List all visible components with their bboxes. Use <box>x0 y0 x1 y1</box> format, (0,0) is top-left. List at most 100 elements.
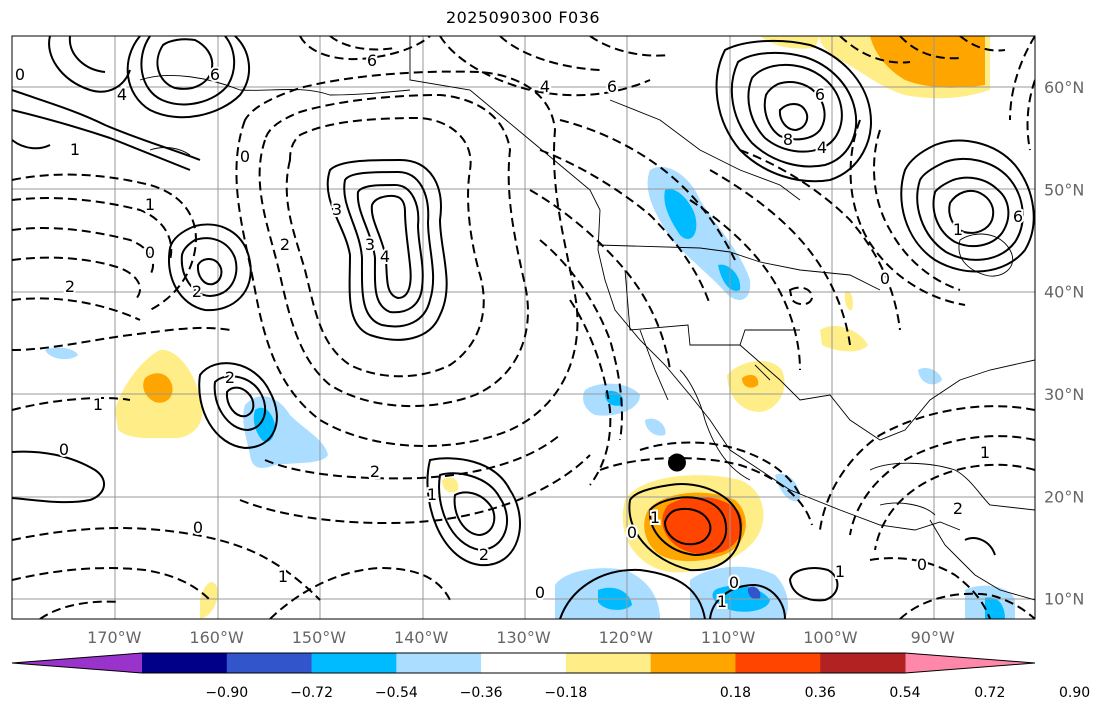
longitude-label: 140°W <box>394 628 449 647</box>
colorbar-tick-label: 0.72 <box>974 685 1005 701</box>
contour-label: 0 <box>917 555 927 574</box>
black-dot-marker <box>667 453 686 472</box>
colorbar-tick-label: 0.90 <box>1059 685 1090 701</box>
colorbar-segment <box>226 653 313 673</box>
colorbar-tick-label: 0.36 <box>805 685 836 701</box>
longitude-label: 90°W <box>911 628 955 647</box>
map-frame <box>11 35 1036 620</box>
contour-label: 4 <box>540 77 550 96</box>
latitude-label: 50°N <box>1044 180 1084 199</box>
warm-anomaly-small-2 <box>442 477 459 493</box>
colorbar-segment <box>650 653 736 673</box>
colorbar-segment <box>820 653 906 673</box>
coastlines <box>139 36 1035 601</box>
warm-anomaly-small-1 <box>844 291 853 311</box>
contour-label: 1 <box>717 592 727 611</box>
contour-label: 0 <box>15 65 25 84</box>
solid-contours <box>12 36 1035 619</box>
contour-label: 1 <box>650 508 660 527</box>
warm-anomaly-mexico-core <box>742 374 759 388</box>
colorbar-outline <box>11 652 1036 674</box>
colorbar-tick-label: 0.18 <box>720 685 751 701</box>
longitude-label: 120°W <box>599 628 654 647</box>
contour-label: 0 <box>193 518 203 537</box>
contour-label: 2 <box>370 462 380 481</box>
contour-label: 2 <box>479 545 489 564</box>
longitude-label: 130°W <box>496 628 551 647</box>
colorbar-extend-high <box>905 653 1035 673</box>
contour-label: 0 <box>145 243 155 262</box>
contour-label: 1 <box>980 443 990 462</box>
contour-label: 4 <box>380 247 390 266</box>
warm-anomaly-mexico <box>727 360 785 412</box>
contour-label: 4 <box>117 85 127 104</box>
contour-label: 1 <box>93 395 103 414</box>
cool-anomaly-south-2-deep <box>747 586 761 600</box>
latitude-label: 30°N <box>1044 385 1084 404</box>
contour-label: 8 <box>783 130 793 149</box>
colorbar-segment <box>735 653 821 673</box>
colorbar-tick-label: −0.72 <box>290 685 333 701</box>
contour-label: 0 <box>729 573 739 592</box>
contour-label: 4 <box>817 138 827 157</box>
longitude-label: 170°W <box>87 628 142 647</box>
contour-label: 1 <box>70 140 80 159</box>
contour-label: 0 <box>535 583 545 602</box>
colorbar-segment <box>481 653 567 673</box>
dashed-contours <box>12 36 1035 619</box>
contour-label: 1 <box>278 567 288 586</box>
map-title: 2025090300 F036 <box>445 8 601 27</box>
longitude-label: 100°W <box>803 628 858 647</box>
cool-anomaly-southeast-core <box>985 597 1005 619</box>
contour-label: 1 <box>145 195 155 214</box>
contour-label: 6 <box>815 85 825 104</box>
cool-anomaly-pacific-northwest-core <box>664 189 697 239</box>
latitude-label: 60°N <box>1044 78 1084 97</box>
contour-label: 0 <box>240 147 250 166</box>
cool-anomaly-central-pacific-core <box>253 407 275 442</box>
map-background <box>12 36 1035 619</box>
colorbar-segment <box>142 653 228 673</box>
cool-anomaly-small-b <box>45 347 78 360</box>
colorbar-extend-low <box>12 653 142 673</box>
colorbar-tick-label: 0.54 <box>889 685 920 701</box>
cool-anomaly-baja-core <box>604 390 623 406</box>
cool-anomaly-small-d <box>918 368 942 385</box>
contour-label: 2 <box>192 282 202 301</box>
contour-label: 0 <box>880 269 890 288</box>
colorbar-segment <box>565 653 652 673</box>
latitude-label: 40°N <box>1044 283 1084 302</box>
contour-label: 6 <box>367 51 377 70</box>
contour-label: 3 <box>365 235 375 254</box>
cool-anomaly-small-a <box>645 418 666 436</box>
cool-anomaly-pnw-core-2 <box>718 264 741 291</box>
contour-label: 1 <box>953 220 963 239</box>
contour-label: 6 <box>607 77 617 96</box>
colorbar-tick-label: −0.36 <box>460 685 503 701</box>
contour-label: 2 <box>280 235 290 254</box>
latitude-label: 10°N <box>1044 590 1084 609</box>
warm-anomaly-small-3 <box>200 582 218 619</box>
contour-label: 1 <box>835 562 845 581</box>
contour-label: 2 <box>225 368 235 387</box>
contour-label: 0 <box>59 440 69 459</box>
hot-anomaly-core <box>662 496 743 555</box>
colorbar-tick-label: −0.18 <box>544 685 587 701</box>
contour-label: 2 <box>65 277 75 296</box>
latitude-labels: 60°N 50°N 40°N 30°N 20°N 10°N <box>1044 78 1084 608</box>
warm-anomaly-west-core <box>143 373 173 403</box>
colorbar: −0.90 −0.72 −0.54 −0.36 −0.18 0.18 0.36 0.54 0.7… <box>11 652 1090 701</box>
contour-label: 6 <box>210 65 220 84</box>
contour-label: 0 <box>627 523 637 542</box>
longitude-labels: 170°W 160°W 150°W 140°W 130°W 120°W 110°W 100°W… <box>87 628 955 647</box>
contour-label: 6 <box>1013 207 1023 226</box>
latitude-label: 20°N <box>1044 487 1084 506</box>
longitude-label: 150°W <box>292 628 347 647</box>
contour-label: 1 <box>427 485 437 504</box>
contour-label: 2 <box>953 499 963 518</box>
colorbar-tick-label: −0.54 <box>375 685 418 701</box>
colorbar-segment <box>396 653 482 673</box>
colorbar-segment <box>311 653 397 673</box>
